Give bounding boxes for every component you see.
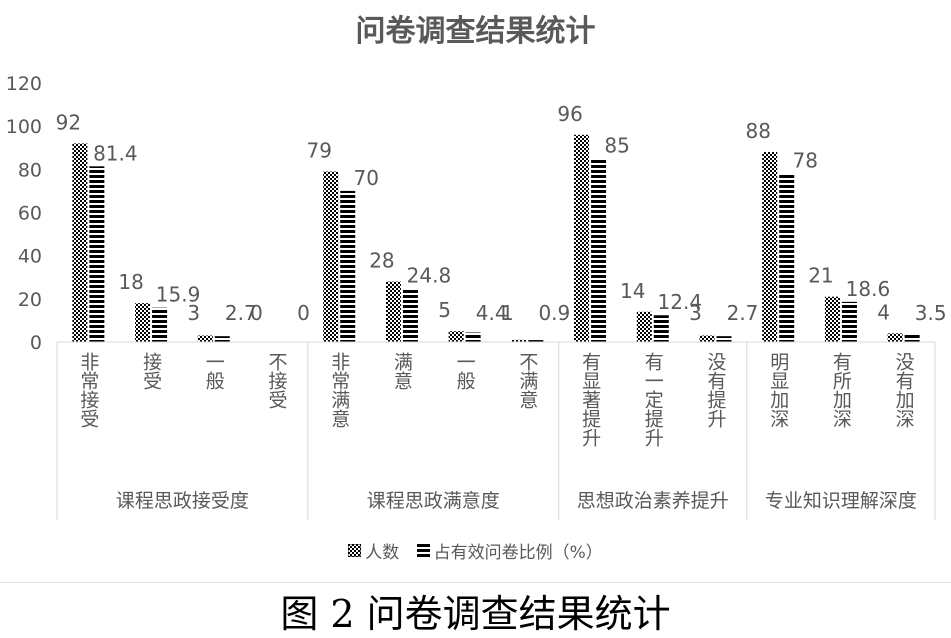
data-label: 21 [808,264,833,288]
bar-count [448,331,464,342]
x-group-label: 课程思政满意度 [367,490,500,512]
legend-label-series2: 占有效问卷比例（%） [433,543,603,563]
bar-percent [904,334,920,342]
data-label: 18 [118,270,143,294]
bar-percent [591,158,607,342]
data-label: 3 [187,301,200,325]
data-label: 14 [620,279,645,303]
bar-count [574,134,590,342]
bar-count [511,339,527,342]
y-tick-label: 0 [30,332,42,354]
legend-label-series1: 人数 [365,543,400,563]
bar-percent [214,336,230,342]
bar-percent [779,173,795,342]
x-category-label: 非常满意 [328,352,350,428]
legend: 人数 占有效问卷比例（%） [0,538,951,563]
data-label: 0 [297,301,310,325]
x-category-label: 不接受 [266,352,288,409]
data-label: 2.7 [727,301,759,325]
chart-title: 问卷调查结果统计 [355,14,596,49]
x-category-label: 明显加深 [767,352,789,428]
y-tick-label: 20 [18,289,42,311]
data-label: 3.5 [915,301,947,325]
bar-count [762,152,778,342]
bar-percent [465,332,481,342]
bar-percent [152,307,168,342]
separator-line [0,582,951,583]
x-category-label: 有显著提升 [579,352,601,447]
bar-percent [528,340,544,342]
x-category-label: 一般 [454,352,476,390]
bar-count [824,296,840,342]
legend-swatch-stripes [416,544,430,557]
x-group-label: 课程思政接受度 [116,490,249,512]
x-category-label: 满意 [391,352,413,390]
y-tick-label: 60 [18,203,42,225]
bars [72,134,920,342]
x-category-label: 非常接受 [77,352,99,428]
data-label: 4.4 [476,301,508,325]
y-tick-label: 120 [6,73,42,95]
legend-item-series2: 占有效问卷比例（%） [416,538,603,563]
bar-percent [340,190,356,342]
y-tick-label: 40 [18,246,42,268]
data-label: 85 [604,134,629,158]
x-category-label: 没有加深 [893,352,915,428]
bar-count [636,311,652,342]
x-category-label: 有一定提升 [642,352,664,447]
data-label: 18.6 [846,277,891,301]
bar-count [197,335,213,342]
y-tick-label: 100 [6,116,42,138]
data-label: 3 [689,301,702,325]
data-label: 79 [306,138,331,162]
x-category-label: 没有提升 [705,352,727,428]
data-label: 70 [353,166,378,190]
x-group-label: 专业知识理解深度 [765,490,917,512]
x-category-label: 一般 [203,352,225,390]
data-label: 15.9 [156,283,201,307]
data-label: 4 [877,300,890,324]
data-label: 96 [557,102,582,126]
y-tick-label: 80 [18,159,42,181]
data-label: 0 [250,301,263,325]
bar-count [385,281,401,342]
legend-item-series1: 人数 [348,538,399,563]
figure-caption: 图 2 问卷调查结果统计 [280,592,671,636]
data-label: 88 [745,119,770,143]
bar-count [323,171,339,342]
bar-count [699,335,715,342]
bar-percent [89,166,105,342]
data-label: 2.7 [225,301,257,325]
data-label: 81.4 [93,141,138,165]
x-category-label: 不满意 [516,352,538,409]
bar-count [135,303,151,342]
y-axis: 0 20 40 60 80 100 120 [6,73,42,354]
bar-percent [653,315,669,342]
data-label: 24.8 [407,263,452,287]
data-label: 0.9 [538,301,570,325]
data-label: 28 [369,249,394,273]
bar-count [887,333,903,342]
bar-count [72,143,88,342]
x-category-label: 接受 [140,352,162,390]
legend-swatch-checker [348,544,362,557]
data-label: 92 [56,110,81,134]
bar-percent [716,336,732,342]
x-category-label: 有所加深 [830,352,852,428]
data-label: 78 [792,149,817,173]
data-label: 12.4 [658,290,703,314]
x-group-label: 思想政治素养提升 [577,490,729,512]
data-label: 1 [501,301,514,325]
bar-percent [402,288,418,342]
data-label: 5 [438,298,451,322]
bar-percent [841,301,857,342]
